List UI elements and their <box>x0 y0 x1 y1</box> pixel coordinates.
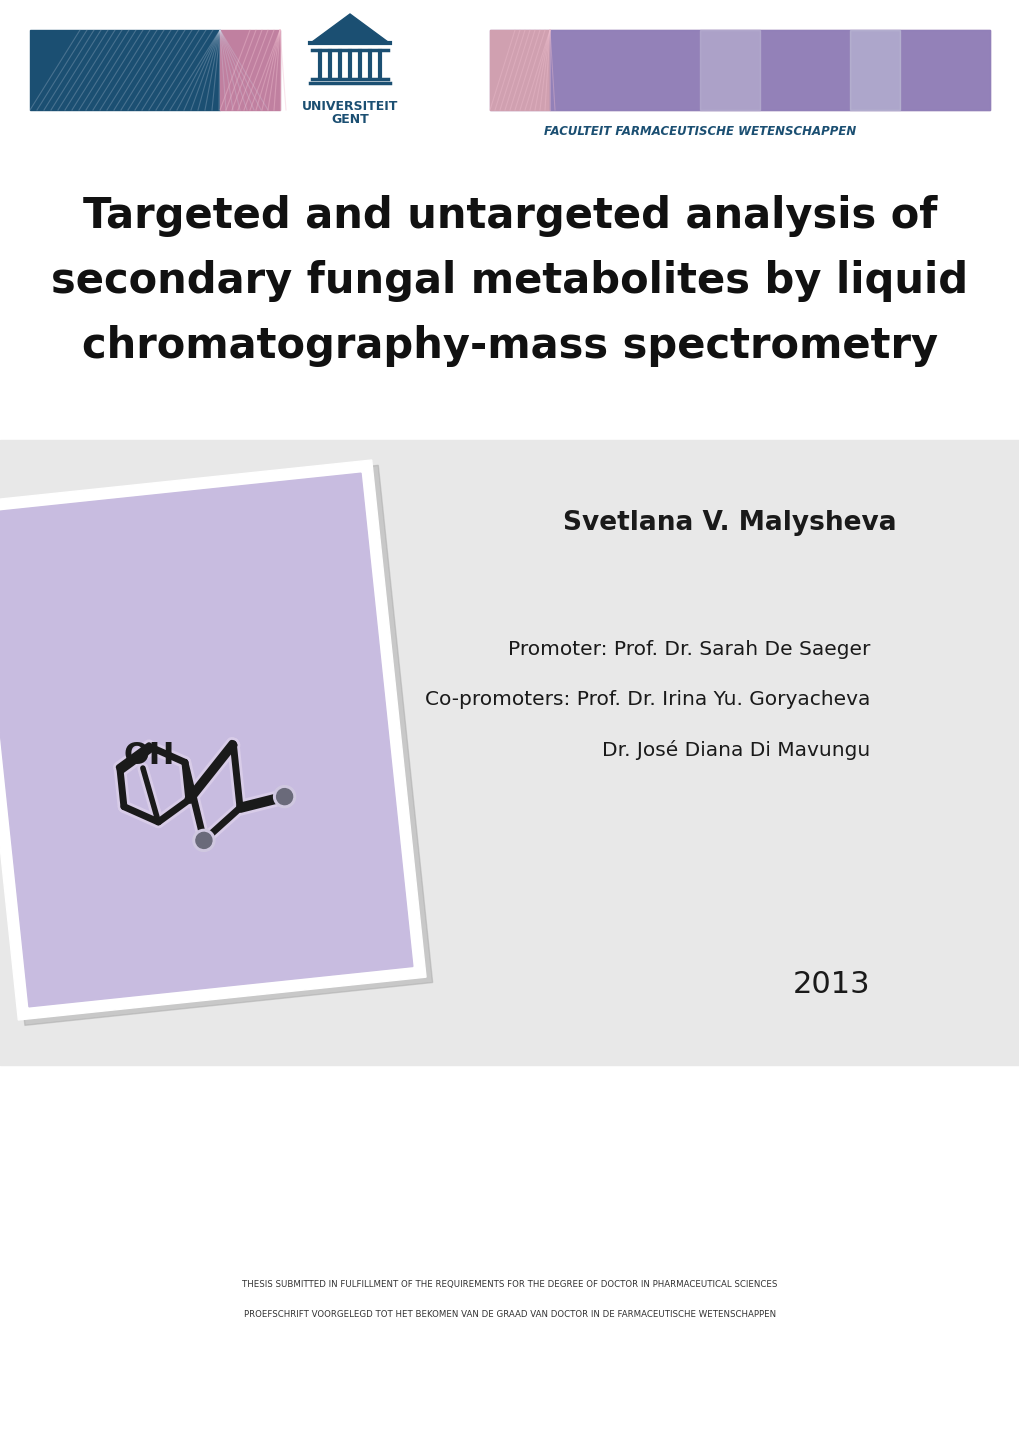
Text: Promoter: Prof. Dr. Sarah De Saeger: Promoter: Prof. Dr. Sarah De Saeger <box>507 640 869 659</box>
Text: 2013: 2013 <box>792 970 869 999</box>
Bar <box>0 466 432 1025</box>
Bar <box>549 30 989 110</box>
Bar <box>489 30 549 110</box>
Text: GENT: GENT <box>331 112 369 125</box>
Text: Targeted and untargeted analysis of: Targeted and untargeted analysis of <box>83 195 936 236</box>
Bar <box>699 30 759 110</box>
Bar <box>0 440 1019 1066</box>
Text: OH: OH <box>123 741 174 770</box>
Circle shape <box>273 786 296 808</box>
Text: FACULTEIT FARMACEUTISCHE WETENSCHAPPEN: FACULTEIT FARMACEUTISCHE WETENSCHAPPEN <box>543 125 855 138</box>
Bar <box>0 473 413 1007</box>
Text: chromatography-mass spectrometry: chromatography-mass spectrometry <box>82 324 937 368</box>
Text: THESIS SUBMITTED IN FULFILLMENT OF THE REQUIREMENTS FOR THE DEGREE OF DOCTOR IN : THESIS SUBMITTED IN FULFILLMENT OF THE R… <box>243 1280 776 1289</box>
Polygon shape <box>312 14 387 42</box>
Bar <box>30 30 220 110</box>
Text: Co-promoters: Prof. Dr. Irina Yu. Goryacheva: Co-promoters: Prof. Dr. Irina Yu. Goryac… <box>424 691 869 709</box>
Text: Svetlana V. Malysheva: Svetlana V. Malysheva <box>562 510 896 536</box>
Text: secondary fungal metabolites by liquid: secondary fungal metabolites by liquid <box>51 260 968 301</box>
Text: Dr. José Diana Di Mavungu: Dr. José Diana Di Mavungu <box>601 740 869 760</box>
Circle shape <box>193 829 215 851</box>
Text: PROEFSCHRIFT VOORGELEGD TOT HET BEKOMEN VAN DE GRAAD VAN DOCTOR IN DE FARMACEUTI: PROEFSCHRIFT VOORGELEGD TOT HET BEKOMEN … <box>244 1309 775 1319</box>
Text: UNIVERSITEIT: UNIVERSITEIT <box>302 99 397 112</box>
Bar <box>220 30 280 110</box>
Circle shape <box>196 832 212 848</box>
Bar <box>489 30 989 110</box>
Bar <box>849 30 899 110</box>
Bar <box>0 460 426 1019</box>
Circle shape <box>276 789 292 805</box>
